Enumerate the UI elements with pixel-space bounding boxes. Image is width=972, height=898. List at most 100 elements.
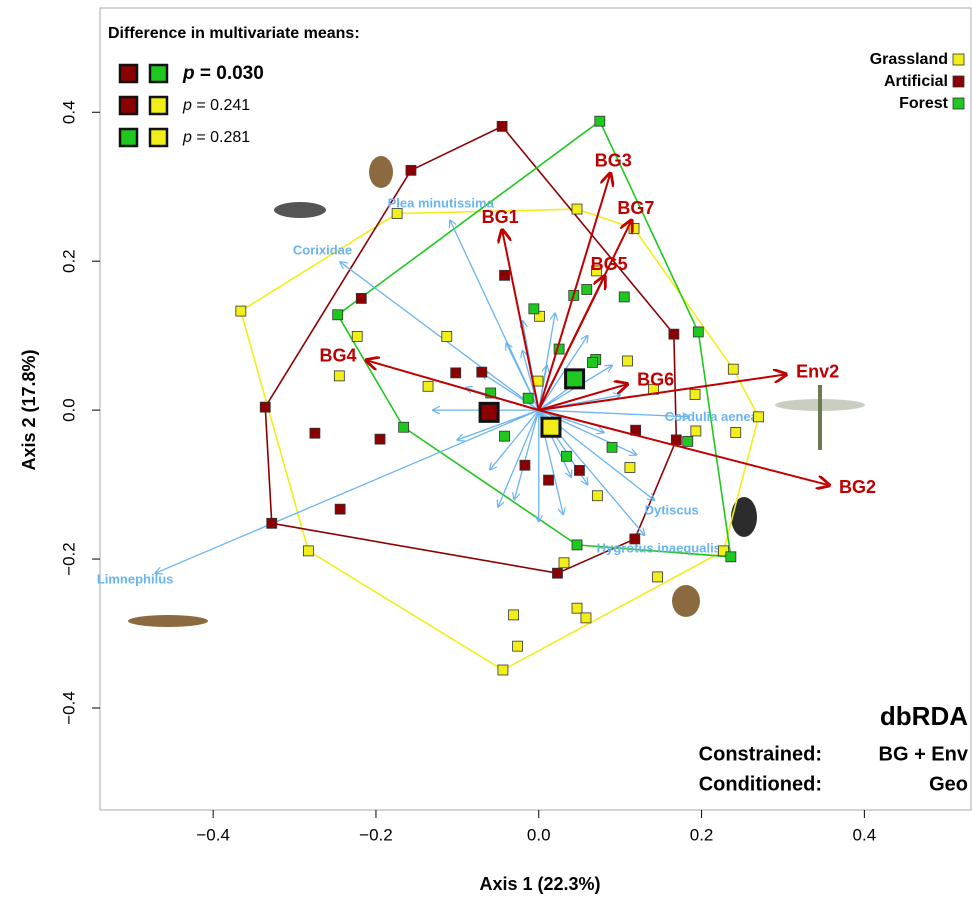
sample-point (622, 355, 633, 367)
species-vector (340, 262, 540, 411)
method-label: dbRDA (880, 701, 968, 731)
species-vector (538, 336, 588, 411)
sample-point (571, 203, 583, 215)
legend-swatch (952, 75, 965, 88)
constraint-label: BG5 (591, 254, 628, 274)
constraint-vector (502, 230, 540, 411)
comparison-label: p = 0.030 (182, 63, 264, 84)
sample-point (618, 291, 630, 303)
species-vector (514, 409, 540, 499)
legend-swatch (952, 53, 965, 66)
legend-label: Artificial (884, 73, 948, 90)
constraint-label: BG4 (320, 346, 357, 366)
sample-point (499, 430, 510, 442)
sample-point (682, 435, 694, 447)
plot-frame (99, 7, 972, 811)
sample-point (441, 330, 453, 342)
sample-point (355, 293, 367, 304)
x-tick-label: 0.2 (690, 825, 714, 844)
species-vector (457, 409, 539, 440)
sample-point (730, 427, 742, 438)
constraint-label: BG6 (637, 369, 674, 389)
species-label: Plea minutissima (388, 195, 495, 210)
group-centroid (540, 416, 562, 438)
sample-point (266, 517, 278, 529)
constraint-label: BG2 (839, 477, 876, 497)
sample-point (624, 462, 636, 473)
sample-point (594, 115, 606, 127)
species-vector (538, 409, 690, 417)
sample-point (351, 330, 363, 342)
sample-point (528, 303, 540, 315)
y-tick-label: −0.4 (59, 691, 78, 725)
species-label: Hygrotus inaequalis (597, 540, 721, 555)
sample-point (534, 310, 545, 322)
sample-point (259, 401, 271, 413)
sample-point (334, 503, 346, 515)
species-vector (498, 409, 540, 507)
sample-point (519, 459, 531, 471)
y-tick-label: −0.2 (59, 542, 78, 576)
comparison-swatch (118, 95, 139, 116)
y-tick-label: 0.2 (59, 249, 78, 273)
sample-point (692, 326, 704, 338)
sample-point (422, 380, 434, 392)
constraint-label: BG1 (482, 207, 519, 227)
sample-point (652, 571, 664, 583)
sample-point (552, 567, 563, 579)
species-label: Dytiscus (645, 503, 699, 518)
group-hull (239, 208, 760, 671)
species-label: Cordulia aenea (665, 409, 759, 424)
sample-point (235, 305, 247, 317)
sample-point (571, 539, 583, 551)
sample-point (580, 612, 592, 624)
x-axis-label: Axis 1 (22.3%) (479, 874, 600, 894)
species-vector (490, 409, 540, 470)
sample-point (543, 474, 554, 486)
sample-point (496, 121, 508, 132)
sample-point (718, 545, 729, 557)
y-tick-label: 0.0 (59, 398, 78, 422)
constraint-vector (538, 384, 628, 412)
sample-point (374, 433, 386, 445)
sample-point (606, 441, 618, 453)
sample-point (332, 309, 344, 321)
species-vector (155, 409, 540, 573)
comparison-swatch (148, 95, 169, 116)
sample-point (670, 434, 682, 446)
constraint-vector (538, 374, 786, 412)
model-value: Geo (929, 773, 968, 795)
group-centroid (478, 401, 500, 423)
sample-point (571, 602, 583, 614)
sample-point (522, 392, 534, 404)
sample-point (508, 609, 519, 621)
sample-point (499, 269, 510, 281)
sample-point (405, 164, 417, 176)
sample-point (512, 640, 523, 652)
sample-point (727, 363, 739, 375)
comparisons-title: Difference in multivariate means: (108, 25, 360, 42)
y-tick-label: 0.4 (59, 100, 78, 124)
constraint-vector (366, 360, 540, 412)
legend-label: Grassland (870, 51, 948, 68)
comparison-swatch (148, 127, 169, 148)
sample-point (574, 465, 585, 476)
x-tick-label: 0.4 (853, 825, 877, 844)
x-tick-label: 0.0 (527, 825, 551, 844)
comparison-swatch (118, 63, 139, 84)
legend-label: Forest (899, 95, 949, 112)
x-tick-label: −0.2 (359, 825, 393, 844)
sample-point (398, 421, 410, 433)
sample-point (668, 328, 680, 340)
model-term: Constrained: (699, 743, 822, 765)
constraint-label: BG3 (595, 151, 632, 171)
constraint-label: BG7 (617, 198, 654, 218)
sample-point (309, 427, 321, 439)
sample-point (450, 367, 462, 379)
sample-point (753, 411, 764, 423)
sample-point (725, 551, 737, 563)
constraint-vector (537, 173, 611, 411)
sample-point (476, 366, 488, 378)
species-label: Corixidae (293, 243, 352, 258)
